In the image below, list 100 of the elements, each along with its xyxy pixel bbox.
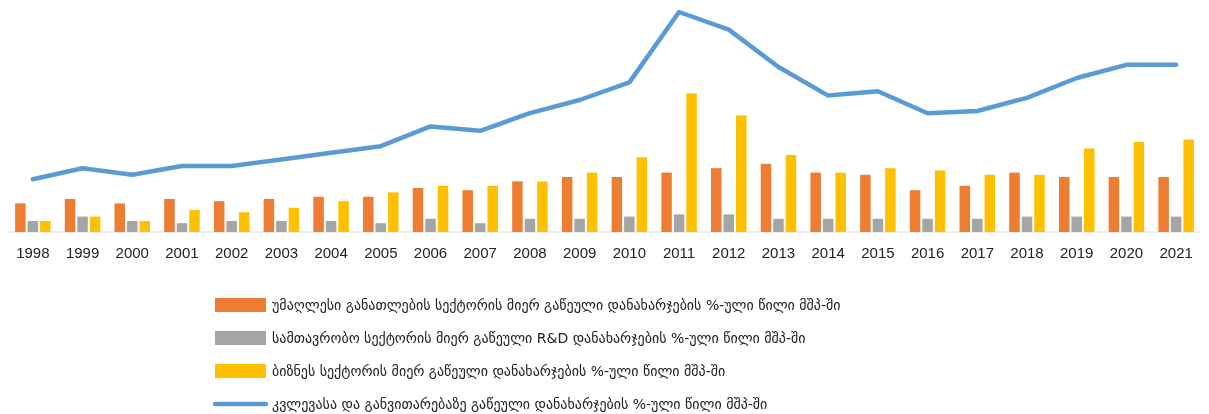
x-tick-label: 2007: [463, 244, 497, 261]
bar: [325, 221, 337, 232]
x-tick-label: 2014: [811, 244, 845, 261]
x-tick-label: 1998: [16, 244, 50, 261]
legend-label: სამთავრობო სექტორის მიერ გაწეული R&D დანახარჯების %-ული წილი მშპ-ში: [272, 330, 806, 346]
legend-label: ბიზნეს სექტორის მიერ გაწეული დანახარჯების %-ული წილი მშპ-ში: [272, 363, 726, 379]
x-tick-label: 2008: [513, 244, 547, 261]
bar: [127, 221, 138, 232]
bar: [313, 196, 324, 232]
bar: [1108, 177, 1120, 232]
bar: [27, 221, 39, 232]
bar: [412, 188, 424, 232]
bar: [15, 203, 26, 232]
bar: [984, 174, 996, 232]
bar: [810, 172, 821, 232]
x-tick-label: 2021: [1159, 244, 1193, 261]
bar: [64, 199, 76, 232]
x-tick-label: 2012: [712, 244, 746, 261]
x-tick-label: 2011: [662, 244, 696, 261]
bar: [425, 218, 436, 232]
bar: [89, 216, 101, 232]
bar: [213, 201, 225, 232]
bar: [226, 221, 237, 232]
bar: [537, 181, 548, 232]
bar: [77, 216, 88, 232]
bar: [611, 177, 623, 232]
bar: [388, 192, 399, 232]
bar: [1009, 172, 1020, 232]
x-tick-label: 2003: [264, 244, 299, 261]
bar: [1183, 139, 1194, 232]
bar: [512, 181, 523, 232]
bar: [1071, 216, 1082, 232]
bar: [1133, 141, 1145, 232]
bar: [164, 199, 175, 232]
x-tick-label: 2006: [413, 244, 448, 261]
bar: [673, 214, 685, 232]
bar: [711, 168, 722, 232]
bar: [636, 157, 648, 232]
bar: [1121, 216, 1132, 232]
bar: [462, 190, 473, 232]
bar: [1170, 216, 1182, 232]
bar: [860, 174, 871, 232]
x-tick-label: 2018: [1010, 244, 1044, 261]
bar: [686, 93, 697, 232]
bar: [189, 210, 200, 232]
x-tick-label: 2019: [1060, 244, 1094, 261]
bar: [487, 185, 498, 232]
bar: [263, 199, 275, 232]
bar: [872, 218, 884, 232]
x-tick-label: 2004: [314, 244, 348, 261]
bar: [1083, 148, 1095, 232]
bar: [114, 203, 126, 232]
bar: [176, 223, 188, 232]
x-tick-label: 2015: [861, 244, 895, 261]
bar: [375, 223, 387, 232]
bar: [909, 190, 921, 232]
bar: [288, 207, 300, 232]
bar: [785, 155, 797, 232]
x-tick-label: 2002: [215, 244, 249, 261]
bar: [885, 168, 896, 232]
bar: [922, 218, 933, 232]
x-tick-label: 2001: [165, 244, 199, 261]
bar: [276, 221, 287, 232]
bar: [238, 212, 250, 232]
bar: [723, 214, 735, 232]
legend-label: კვლევასა და განვითარებაზე გაწეული დანახარჯების %-ული წილი მშპ-ში: [272, 396, 768, 412]
bar: [835, 172, 846, 232]
x-tick-label: 2010: [612, 244, 647, 261]
x-tick-label: 2016: [910, 244, 945, 261]
x-tick-label: 2020: [1109, 244, 1144, 261]
bar: [338, 201, 349, 232]
bar: [1058, 177, 1070, 232]
bar: [959, 185, 971, 232]
bar: [586, 172, 598, 232]
bar: [934, 170, 946, 232]
x-tick-label: 2005: [364, 244, 398, 261]
bar: [474, 223, 486, 232]
bar: [524, 218, 536, 232]
bar: [1158, 177, 1169, 232]
bar: [822, 218, 834, 232]
bar: [760, 163, 772, 232]
bar: [972, 218, 983, 232]
bar: [661, 172, 672, 232]
bar: [139, 221, 151, 232]
bar: [574, 218, 585, 232]
bar: [561, 177, 573, 232]
legend-label: უმაღლესი განათლების სექტორის მიერ გაწეული დანახარჯების %-ული წილი მშპ-ში: [272, 297, 841, 313]
bar: [773, 218, 784, 232]
bar: [1021, 216, 1033, 232]
x-tick-label: 1999: [65, 244, 100, 261]
x-tick-label: 2017: [960, 244, 994, 261]
bar: [624, 216, 635, 232]
bar: [40, 221, 51, 232]
bar: [363, 196, 374, 232]
bar: [736, 115, 747, 232]
bar: [1034, 174, 1045, 232]
x-tick-label: 2009: [562, 244, 597, 261]
x-tick-label: 2013: [761, 244, 796, 261]
x-tick-label: 2000: [115, 244, 149, 261]
bar: [437, 185, 449, 232]
